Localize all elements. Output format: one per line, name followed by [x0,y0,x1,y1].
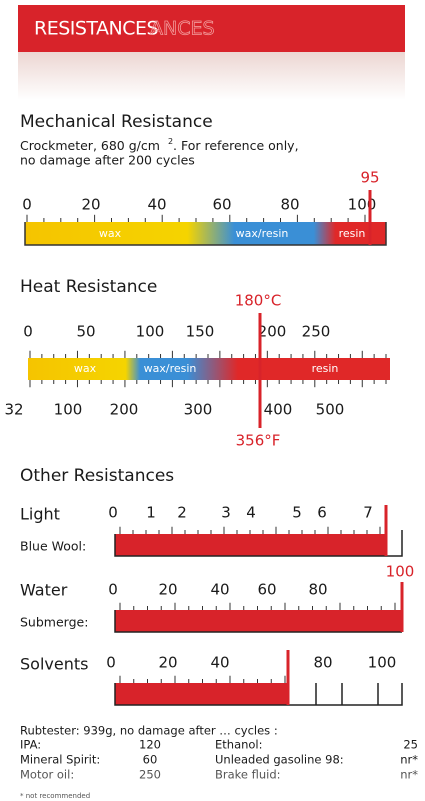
row-label: Light [20,505,60,524]
subtitle-part: Crockmeter, 680 g/cm [20,138,160,153]
rub-cell: Brake fluid: [215,768,281,782]
marker-label: 100 [386,563,415,581]
tick-label: 80 [280,196,299,214]
row-sub: Blue Wool: [20,539,86,554]
header-ghost: ANCES [150,18,215,40]
tick-label: 0 [23,323,33,341]
superscript: 2 [168,137,173,146]
rub-cell: Ethanol: [215,738,263,752]
tick-label: 0 [106,654,116,672]
rub-cell: IPA: [20,738,41,752]
rub-cell: 60 [143,753,158,767]
row-label: Solvents [20,655,88,674]
tick-label: 20 [158,654,177,672]
tick-label: 32 [4,401,23,419]
tick-label: 150 [186,323,215,341]
tick-label: 100 [368,654,397,672]
marker-label: 356°F [236,432,281,450]
tick-label: 80 [313,654,332,672]
bar-frame [114,683,403,706]
rub-cell: 250 [139,768,161,782]
rub-cell: Mineral Spirit: [20,753,100,767]
tick-label: 400 [264,401,293,419]
rub-cell: 120 [139,738,161,752]
tick-label: 40 [147,196,166,214]
subtitle: no damage after 200 cycles [20,153,195,168]
tick-label: 100 [136,323,165,341]
marker-label: 180°C [235,292,282,310]
tick-label: 300 [184,401,213,419]
tick-label: 2 [177,504,187,522]
section-title: Heat Resistance [20,277,157,297]
resistance-bar [115,534,386,556]
zone-label: wax [74,362,97,375]
bar-frame [114,530,403,557]
tick-label: 20 [158,581,177,599]
tick-label: 0 [22,196,32,214]
bar-frame [24,222,387,246]
subtitle-part: . For reference only, [173,138,299,153]
zone-label: resin [339,227,366,240]
tick-label: 40 [210,654,229,672]
tick-label: 0 [108,504,118,522]
zone-label: wax/resin [236,227,289,240]
tick-label: 60 [212,196,231,214]
tick-label: 200 [110,401,139,419]
rub-heading: Rubtester: 939g, no damage after … cycle… [20,724,278,738]
marker-label: 95 [360,169,379,187]
rub-cell: nr* [400,768,418,782]
bar-frame [114,610,402,633]
section-title: Mechanical Resistance [20,112,213,132]
tick-label: 0 [108,581,118,599]
tick-label: 20 [81,196,100,214]
tick-label: 100 [348,196,377,214]
tick-label: 6 [317,504,327,522]
header-banner [18,5,405,52]
tick-label: 5 [292,504,302,522]
rub-cell: Motor oil: [20,768,74,782]
tick-label: 80 [308,581,327,599]
tick-label: 250 [302,323,331,341]
rub-cell: nr* [400,753,418,767]
tick-label: 500 [316,401,345,419]
resistance-bar [115,610,402,632]
scale-bar [28,358,390,380]
zone-label: wax [99,227,122,240]
row-label: Water [20,581,68,600]
rub-cell: 25 [403,738,418,752]
subtitle: Crockmeter, 680 g/cm 2. For reference onl… [20,137,299,153]
tick-label: 3 [221,504,231,522]
tick-label: 100 [54,401,83,419]
rub-cell: Unleaded gasoline 98: [215,753,344,767]
tick-label: 60 [257,581,276,599]
zone-label: resin [312,362,339,375]
tick-label: 200 [258,323,287,341]
tick-label: 7 [363,504,373,522]
header-fade [18,52,405,100]
section-title: Other Resistances [20,466,174,486]
header-title: RESISTANCES [34,18,158,40]
scale-bar [25,222,386,245]
zone-label: wax/resin [144,362,197,375]
footnote: * not recommended [20,792,90,800]
tick-label: 1 [146,504,156,522]
resistance-bar [115,683,288,705]
tick-label: 50 [76,323,95,341]
tick-label: 4 [246,504,256,522]
row-sub: Submerge: [20,615,88,630]
tick-label: 40 [210,581,229,599]
